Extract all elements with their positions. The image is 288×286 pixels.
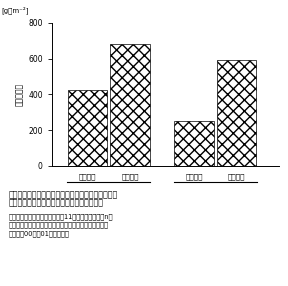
Bar	[68, 90, 107, 166]
Text: 糞有り区: 糞有り区	[228, 173, 245, 180]
Text: 図２．放牧牛の排糞が無施肥シバ及びオーチャード: 図２．放牧牛の排糞が無施肥シバ及びオーチャード	[9, 190, 118, 199]
Text: 積算の00年と01年の平均値: 積算の00年と01年の平均値	[9, 230, 69, 237]
Y-axis label: 乾物生産量: 乾物生産量	[15, 83, 24, 106]
Bar	[175, 121, 214, 166]
Bar	[217, 60, 256, 166]
Text: 糞有り区: 糞有り区	[121, 173, 139, 180]
Bar	[111, 44, 149, 166]
Text: 糞無し区: 糞無し区	[79, 173, 96, 180]
Text: 糞無し区: 糞無し区	[185, 173, 203, 180]
Text: 注）放牧期間中３週間ごとに計11回、移動ケージ（n＝: 注）放牧期間中３週間ごとに計11回、移動ケージ（n＝	[9, 213, 113, 220]
Text: [g／m⁻²]: [g／m⁻²]	[2, 7, 29, 14]
Text: ５）を用いたケージ内外差法による乾物生産量の年間: ５）を用いたケージ内外差法による乾物生産量の年間	[9, 222, 109, 228]
Text: グラス優占草地の乾物生産量に及ぼす影響: グラス優占草地の乾物生産量に及ぼす影響	[9, 199, 104, 208]
